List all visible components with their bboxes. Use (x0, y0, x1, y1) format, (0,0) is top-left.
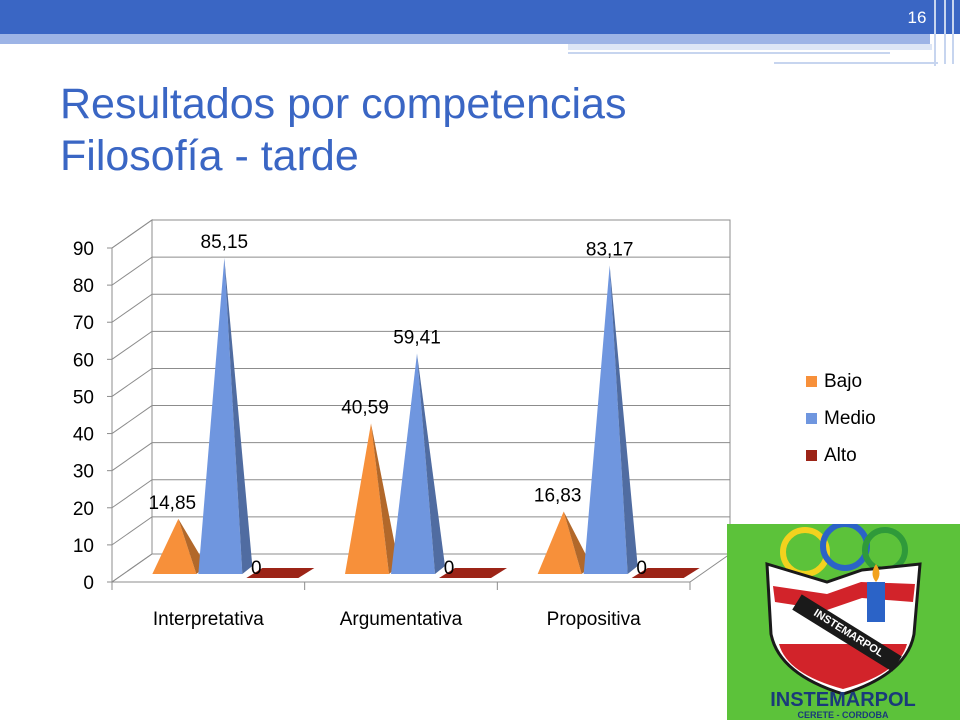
cone-side-medio (224, 257, 253, 574)
gridline (111, 405, 730, 434)
cone-side-medio (417, 353, 445, 574)
logo-banner (792, 594, 902, 672)
instemarpol-logo: INSTEMARPOL INSTEMARPOL CERETE - CORDOBA (727, 524, 960, 720)
data-label: 0 (636, 558, 647, 579)
cone-front-bajo (345, 423, 389, 574)
logo-torch (867, 582, 885, 622)
cone-front-medio (391, 353, 435, 574)
data-label: 0 (251, 558, 262, 579)
data-label: 83,17 (586, 239, 634, 260)
data-label: 14,85 (149, 493, 197, 514)
data-label: 0 (444, 558, 455, 579)
header-accent-line (568, 52, 890, 54)
y-tick-label: 10 (73, 536, 94, 557)
chart-legend: Bajo Medio Alto (806, 371, 876, 466)
y-axis-tick-labels: 0 10 20 30 40 50 60 70 80 90 (73, 239, 94, 594)
chart-gridlines (107, 219, 730, 590)
legend-label-alto: Alto (824, 445, 857, 466)
cone-flat-alto (439, 568, 507, 578)
gridline (111, 219, 730, 249)
y-tick-label: 80 (73, 276, 94, 297)
slide-title-line1: Resultados por competencias (60, 80, 627, 128)
gridline (111, 256, 730, 286)
cone-flat-alto (631, 568, 700, 578)
legend-swatch-alto (806, 450, 817, 461)
slide-number: 16 (907, 8, 927, 27)
cone-side-bajo (178, 518, 207, 574)
logo-name: INSTEMARPOL (770, 689, 916, 711)
cone-side-bajo (371, 423, 399, 574)
data-label: 40,59 (341, 397, 389, 418)
gridline (111, 553, 730, 583)
y-tick-label: 20 (73, 499, 94, 520)
y-tick-label: 60 (73, 350, 94, 371)
gridline (111, 442, 730, 472)
y-tick-label: 50 (73, 387, 94, 408)
cone-front-medio (198, 257, 243, 574)
legend-label-medio: Medio (824, 408, 876, 429)
cone-side-medio (609, 265, 638, 574)
x-category-label: Interpretativa (153, 609, 264, 630)
logo-flame (872, 564, 880, 582)
competency-results-chart: 0 10 20 30 40 50 60 70 80 90 14,85 85,15 0 40,59 59,4… (73, 219, 876, 630)
legend-swatch-bajo (806, 376, 817, 387)
chart-marks (152, 257, 700, 578)
header-vertical-line (952, 0, 954, 64)
gridline (111, 293, 730, 323)
y-tick-label: 90 (73, 239, 94, 260)
data-labels: 14,85 85,15 0 40,59 59,41 0 16,83 83,17 0 (149, 232, 647, 579)
cone-side-bajo (563, 511, 592, 574)
y-tick-label: 40 (73, 425, 94, 446)
x-category-label: Argumentativa (340, 609, 463, 630)
gridline (111, 479, 730, 509)
x-axis-category-labels: Interpretativa Argumentativa Propositiva (153, 609, 641, 630)
data-label: 16,83 (534, 486, 582, 507)
data-label: 85,15 (201, 232, 249, 253)
slide-title-line2: Filosofía - tarde (60, 132, 359, 180)
header-accent-line-lower (774, 62, 938, 64)
x-category-label: Propositiva (547, 609, 641, 630)
top-header-bar (0, 0, 960, 34)
cone-front-medio (583, 265, 628, 574)
header-vertical-line (944, 0, 946, 64)
data-label: 59,41 (393, 328, 441, 349)
gridline (111, 367, 730, 397)
cone-front-bajo (152, 518, 197, 574)
chart-side-wall (111, 219, 153, 583)
y-tick-label: 30 (73, 462, 94, 483)
header-vertical-line (934, 0, 936, 66)
y-tick-label: 70 (73, 313, 94, 334)
gridline (111, 516, 730, 546)
logo-subtitle: CERETE - CORDOBA (797, 710, 889, 720)
slide-title: Resultados por competencias Filosofía - … (60, 78, 820, 182)
cone-front-bajo (537, 511, 582, 574)
legend-swatch-medio (806, 413, 817, 424)
cone-flat-alto (246, 568, 315, 578)
gridline (111, 330, 730, 360)
chart-walls (110, 219, 732, 583)
chart-back-wall (151, 219, 731, 555)
header-accent-band (0, 34, 930, 44)
header-accent-band-light (568, 44, 932, 50)
y-tick-label: 0 (83, 573, 94, 594)
legend-label-bajo: Bajo (824, 371, 862, 392)
